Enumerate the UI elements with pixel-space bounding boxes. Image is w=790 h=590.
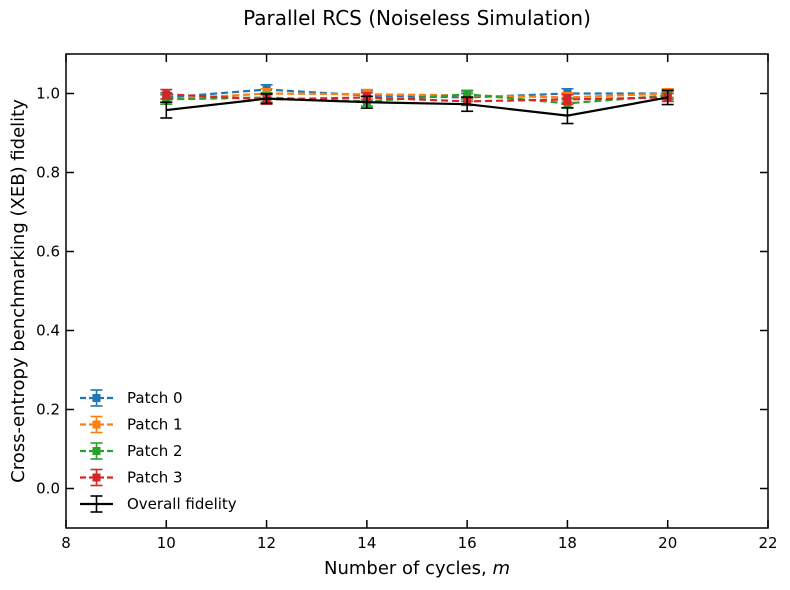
legend: Patch 0 Patch 1 Patch 2 Patch 3 Overall fide… — [80, 389, 237, 513]
series-line — [166, 93, 668, 103]
series-line — [166, 92, 668, 101]
series-line — [166, 96, 668, 117]
x-tick-label: 8 — [61, 534, 71, 552]
chart-title: Parallel RCS (Noiseless Simulation) — [243, 6, 591, 30]
data-point — [563, 95, 572, 104]
legend-label: Overall fidelity — [127, 495, 237, 513]
legend-marker — [92, 447, 101, 455]
legend-item: Overall fidelity — [80, 495, 237, 513]
series-overall-fidelity — [160, 89, 674, 125]
x-axis-title: Number of cycles, m — [324, 558, 510, 579]
y-tick-label: 0.4 — [36, 322, 60, 340]
x-tick-label: 12 — [257, 534, 276, 552]
y-tick-label: 1.0 — [36, 85, 60, 103]
y-axis-title: Cross-entropy benchmarking (XEB) fidelit… — [8, 99, 29, 483]
series-layer — [160, 84, 674, 125]
x-tick-label: 10 — [157, 534, 176, 552]
x-tick-label: 20 — [658, 534, 677, 552]
legend-marker — [92, 420, 101, 429]
data-point — [463, 90, 472, 99]
series-line — [166, 88, 668, 99]
x-tick-label: 22 — [758, 534, 777, 552]
legend-label: Patch 1 — [127, 416, 183, 434]
data-point — [162, 90, 171, 99]
legend-item: Patch 3 — [80, 469, 183, 487]
legend-label: Patch 2 — [127, 442, 183, 460]
legend-marker — [92, 473, 101, 482]
y-tick-label: 0.2 — [36, 401, 60, 419]
x-tick-label: 16 — [458, 534, 477, 552]
legend-label: Patch 0 — [127, 389, 183, 407]
x-tick-label: 14 — [357, 534, 376, 552]
legend-item: Patch 1 — [80, 416, 183, 434]
y-tick-label: 0.6 — [36, 243, 60, 261]
y-tick-label: 0.0 — [36, 480, 60, 498]
legend-item: Patch 0 — [80, 389, 183, 407]
plot-frame — [65, 53, 769, 529]
y-tick-label: 0.8 — [36, 164, 60, 182]
axis-ticks: 8 10 12 14 16 18 20 22 0.0 0.2 0.4 0.6 0.8 1.0 — [36, 54, 778, 552]
legend-item: Patch 2 — [80, 442, 183, 460]
legend-marker — [92, 394, 101, 402]
legend-label: Patch 3 — [127, 469, 183, 487]
x-tick-label: 18 — [558, 534, 577, 552]
